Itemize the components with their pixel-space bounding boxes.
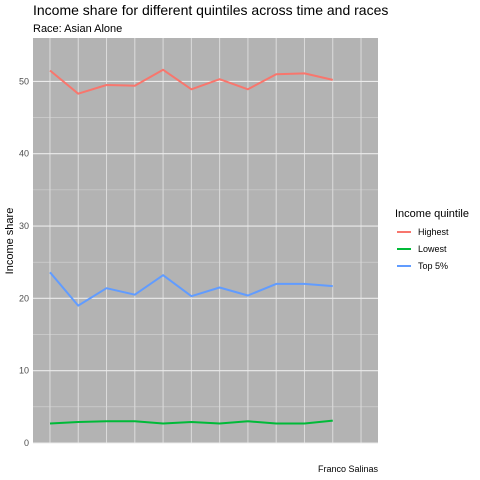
chart-title: Income share for different quintiles acr… bbox=[33, 2, 388, 18]
legend-label-highest: Highest bbox=[418, 227, 449, 237]
series-line-highest bbox=[49, 68, 334, 95]
caption: Franco Salinas bbox=[318, 464, 379, 474]
y-tick-label: 40 bbox=[19, 149, 29, 159]
y-axis-title: Income share bbox=[4, 208, 16, 275]
legend-title: Income quintile bbox=[395, 208, 469, 220]
grid-lines bbox=[33, 38, 378, 444]
y-tick-label: 30 bbox=[19, 221, 29, 231]
legend-label-lowest: Lowest bbox=[418, 244, 447, 254]
y-tick-label: 20 bbox=[19, 293, 29, 303]
y-tick-label: 10 bbox=[19, 366, 29, 376]
chart-subtitle: Race: Asian Alone bbox=[33, 23, 122, 35]
series-lines bbox=[49, 68, 334, 425]
legend-label-top-5: Top 5% bbox=[418, 261, 448, 271]
y-axis-ticks: 0 10 20 30 40 50 bbox=[19, 76, 29, 448]
series-line-top-5 bbox=[49, 271, 333, 307]
y-tick-label: 0 bbox=[24, 438, 29, 448]
legend: Income quintile Highest Lowest Top 5% bbox=[395, 208, 469, 271]
y-tick-label: 50 bbox=[19, 76, 29, 86]
series-line-lowest bbox=[49, 419, 333, 425]
plot-panel bbox=[33, 38, 378, 443]
